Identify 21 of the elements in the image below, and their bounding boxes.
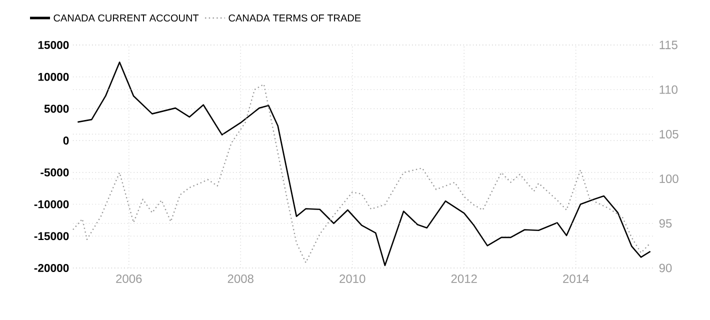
y2-tick-label: 115 bbox=[660, 40, 678, 50]
y-tick-label: 10000 bbox=[38, 72, 69, 81]
legend-label: CANADA TERMS OF TRADE bbox=[228, 14, 361, 22]
y2-tick-label: 100 bbox=[660, 174, 678, 184]
y-tick-label: -20000 bbox=[34, 264, 69, 272]
x-tick-label: 2006 bbox=[116, 274, 142, 283]
x-tick-label: 2012 bbox=[451, 274, 477, 283]
y2-tick-label: 95 bbox=[659, 219, 672, 228]
y-tick-label: -10000 bbox=[34, 200, 69, 208]
y-tick-label: 5000 bbox=[44, 104, 69, 113]
y2-tick-label: 90 bbox=[659, 264, 672, 272]
y-tick-label: -15000 bbox=[34, 232, 69, 240]
x-tick-label: 2008 bbox=[228, 274, 254, 283]
y-tick-label: -5000 bbox=[40, 168, 69, 176]
x-tick-label: 2010 bbox=[340, 274, 366, 283]
y-tick-label: 0 bbox=[63, 136, 69, 145]
y2-tick-label: 110 bbox=[660, 85, 678, 94]
legend-label: CANADA CURRENT ACCOUNT bbox=[54, 14, 199, 22]
y2-tick-label: 105 bbox=[660, 130, 678, 138]
x-tick-label: 2014 bbox=[563, 274, 589, 283]
y-tick-label: 15000 bbox=[38, 40, 69, 50]
